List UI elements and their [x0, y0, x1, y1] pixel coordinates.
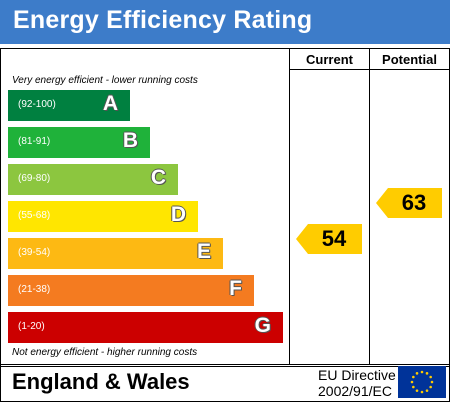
- eu-star-icon: [412, 375, 415, 379]
- rating-band-g: (1-20) G: [8, 312, 283, 343]
- band-range-label: (21-38): [18, 284, 51, 295]
- rating-band-c: (69-80) C: [8, 164, 178, 195]
- band-letter-label: D: [170, 203, 186, 226]
- rating-band-f: (21-38) F: [8, 275, 254, 306]
- band-letter-label: A: [102, 92, 118, 115]
- eu-directive-line1: EU Directive: [318, 367, 396, 383]
- top-caption: Very energy efficient - lower running co…: [12, 75, 198, 86]
- eu-star-icon: [420, 390, 424, 394]
- eu-star-icon: [425, 389, 429, 392]
- current-rating-value: 54: [321, 226, 347, 251]
- rating-band-b: (81-91) B: [8, 127, 150, 158]
- eu-star-icon: [410, 380, 414, 384]
- column-divider-current: [289, 48, 290, 365]
- eu-star-icon: [420, 370, 424, 374]
- eu-star-icon: [425, 372, 429, 375]
- rating-band-d: (55-68) D: [8, 201, 198, 232]
- band-letter-label: E: [196, 240, 211, 263]
- column-divider-potential: [369, 48, 370, 365]
- current-rating-arrow: 54: [296, 224, 362, 254]
- potential-column-header: Potential: [382, 52, 437, 67]
- eu-star-icon: [415, 389, 419, 392]
- column-header-divider: [289, 69, 449, 70]
- band-letter-label: B: [122, 129, 138, 152]
- eu-star-icon: [429, 375, 432, 379]
- eu-star-icon: [429, 385, 432, 389]
- band-range-label: (1-20): [18, 321, 45, 332]
- current-column-header: Current: [306, 52, 353, 67]
- potential-rating-value: 63: [401, 190, 427, 215]
- band-letter-label: F: [229, 277, 242, 300]
- rating-band-a: (92-100) A: [8, 90, 130, 121]
- eu-directive-line2: 2002/91/EC: [318, 383, 392, 399]
- eu-flag-icon: [398, 366, 446, 398]
- band-range-label: (39-54): [18, 247, 51, 258]
- potential-rating-arrow: 63: [376, 188, 442, 218]
- band-range-label: (69-80): [18, 173, 51, 184]
- eu-star-icon: [412, 385, 415, 389]
- band-range-label: (92-100): [18, 99, 56, 110]
- chart-title: Energy Efficiency Rating: [13, 6, 313, 34]
- footer-region: England & Wales: [12, 369, 190, 394]
- eu-star-icon: [430, 380, 434, 384]
- band-range-label: (81-91): [18, 136, 51, 147]
- header-bar: Energy Efficiency Rating: [0, 0, 450, 44]
- band-letter-label: G: [254, 314, 271, 337]
- eu-star-icon: [415, 372, 419, 375]
- bottom-caption: Not energy efficient - higher running co…: [12, 347, 198, 358]
- band-letter-label: C: [150, 166, 166, 189]
- rating-band-e: (39-54) E: [8, 238, 223, 269]
- band-range-label: (55-68): [18, 210, 51, 221]
